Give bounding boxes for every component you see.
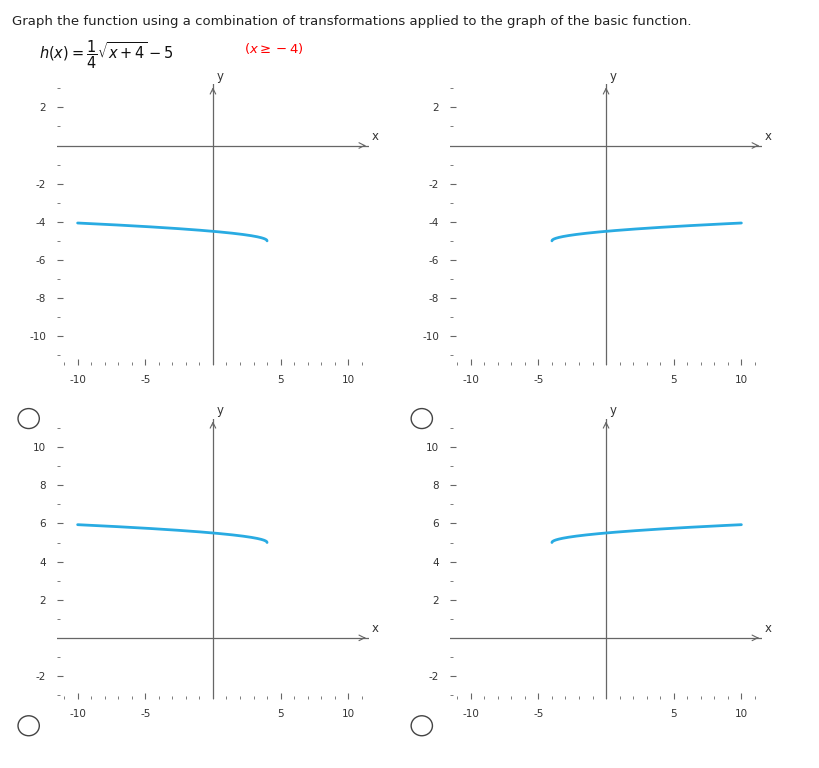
Text: x: x (764, 130, 771, 143)
Text: y: y (217, 70, 224, 83)
Text: $(x \geq -4)$: $(x \geq -4)$ (244, 41, 304, 56)
Text: x: x (371, 622, 378, 635)
Text: x: x (764, 622, 771, 635)
Text: $h(x) = \dfrac{1}{4}\sqrt{x+4} - 5$: $h(x) = \dfrac{1}{4}\sqrt{x+4} - 5$ (39, 38, 174, 71)
Text: y: y (610, 70, 618, 83)
Text: y: y (217, 404, 224, 417)
Text: Graph the function using a combination of transformations applied to the graph o: Graph the function using a combination o… (12, 15, 692, 28)
Text: x: x (371, 130, 378, 143)
Text: y: y (610, 404, 618, 417)
